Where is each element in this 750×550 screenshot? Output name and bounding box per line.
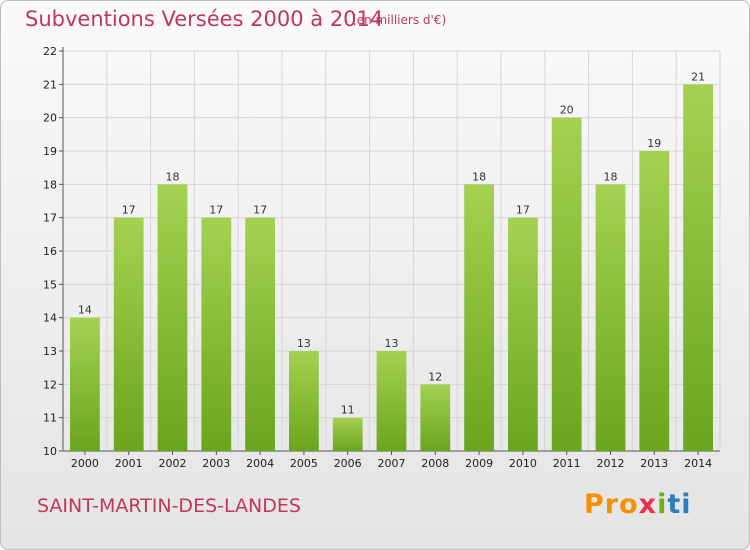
bar-2006 bbox=[332, 417, 363, 451]
value-label-2013: 19 bbox=[647, 137, 661, 150]
x-tick-label-2013: 2013 bbox=[640, 457, 668, 470]
x-tick-label-2000: 2000 bbox=[71, 457, 99, 470]
y-tick-label: 14 bbox=[43, 312, 57, 325]
labels: 10 11 12 13 14 15 16 17 18 19 20 21 22 14 2000 17 2001 18… bbox=[43, 45, 712, 470]
x-tick-label-2005: 2005 bbox=[290, 457, 318, 470]
value-label-2007: 13 bbox=[385, 337, 399, 350]
bar-2007 bbox=[376, 351, 407, 451]
bar-2010 bbox=[508, 217, 538, 451]
value-label-2012: 18 bbox=[604, 170, 618, 183]
bar-2003 bbox=[201, 217, 232, 451]
commune-name: SAINT-MARTIN-DES-LANDES bbox=[37, 495, 301, 517]
y-tick-label: 13 bbox=[43, 345, 57, 358]
y-tick-label: 22 bbox=[43, 45, 57, 58]
logo-part: x bbox=[638, 489, 658, 520]
value-label-2011: 20 bbox=[560, 104, 574, 117]
logo-part: i bbox=[657, 489, 668, 520]
bars bbox=[70, 84, 713, 452]
bar-2013 bbox=[639, 151, 670, 451]
bar-2014 bbox=[683, 84, 713, 451]
value-label-2010: 17 bbox=[516, 204, 530, 217]
x-tick-label-2010: 2010 bbox=[509, 457, 537, 470]
x-tick-label-2009: 2009 bbox=[465, 457, 493, 470]
x-tick-label-2002: 2002 bbox=[159, 457, 187, 470]
y-tick-label: 10 bbox=[43, 445, 57, 458]
x-tick-label-2001: 2001 bbox=[115, 457, 143, 470]
proxiti-logo[interactable]: Proxiti bbox=[584, 489, 692, 520]
value-label-2014: 21 bbox=[691, 70, 705, 83]
value-label-2004: 17 bbox=[253, 204, 267, 217]
x-tick-label-2011: 2011 bbox=[553, 457, 581, 470]
bar-2008 bbox=[420, 384, 451, 451]
value-label-2006: 11 bbox=[341, 404, 355, 417]
chart-title: Subventions Versées 2000 à 2014 bbox=[25, 7, 384, 31]
bar-2004 bbox=[245, 217, 275, 451]
bar-2005 bbox=[289, 351, 319, 451]
x-tick-label-2012: 2012 bbox=[597, 457, 625, 470]
y-tick-label: 19 bbox=[43, 145, 57, 158]
value-label-2008: 12 bbox=[428, 370, 442, 383]
y-tick-label: 16 bbox=[43, 245, 57, 258]
y-tick-label: 18 bbox=[43, 178, 57, 191]
chart-unit-subtitle: (en milliers d'€) bbox=[352, 13, 447, 27]
bar-2002 bbox=[157, 184, 188, 452]
x-tick-label-2008: 2008 bbox=[421, 457, 449, 470]
value-label-2009: 18 bbox=[472, 170, 486, 183]
bar-2000 bbox=[70, 317, 100, 451]
y-tick-label: 12 bbox=[43, 378, 57, 391]
logo-part: Pro bbox=[584, 489, 639, 520]
y-tick-label: 15 bbox=[43, 278, 57, 291]
value-label-2002: 18 bbox=[166, 170, 180, 183]
value-label-2003: 17 bbox=[209, 204, 223, 217]
x-tick-label-2003: 2003 bbox=[202, 457, 230, 470]
x-tick-label-2004: 2004 bbox=[246, 457, 274, 470]
x-tick-label-2006: 2006 bbox=[334, 457, 362, 470]
bar-2009 bbox=[464, 184, 494, 452]
y-tick-label: 21 bbox=[43, 78, 57, 91]
value-label-2005: 13 bbox=[297, 337, 311, 350]
bar-2012 bbox=[595, 184, 626, 452]
x-tick-label-2007: 2007 bbox=[378, 457, 406, 470]
y-tick-label: 17 bbox=[43, 212, 57, 225]
bar-2011 bbox=[551, 117, 582, 452]
value-label-2001: 17 bbox=[122, 204, 136, 217]
value-label-2000: 14 bbox=[78, 304, 92, 317]
bar-2001 bbox=[113, 217, 144, 451]
y-tick-label: 20 bbox=[43, 112, 57, 125]
logo-part: ti bbox=[667, 489, 692, 520]
y-tick-label: 11 bbox=[43, 412, 57, 425]
x-tick-label-2014: 2014 bbox=[684, 457, 712, 470]
